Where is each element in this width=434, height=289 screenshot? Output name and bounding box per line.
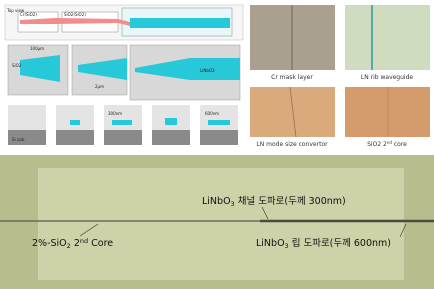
annotation: LiNbO3 채널 도파로(두께 300nm) — [202, 196, 346, 208]
caption: Cr mask layer — [271, 74, 313, 81]
substrate — [56, 130, 94, 145]
core — [208, 120, 230, 125]
caption-sup: nd — [387, 140, 393, 145]
caption: LN mode size convertor — [256, 141, 328, 148]
leader — [399, 223, 407, 238]
taper — [78, 58, 127, 80]
label: 300nm — [108, 111, 122, 116]
leader — [261, 206, 269, 220]
annotation: LiNbO3 립 도파로(두께 600nm) — [256, 237, 391, 250]
annotation-part: LiNbO — [202, 196, 231, 207]
annotation-part: Core — [88, 238, 113, 249]
core — [165, 118, 177, 125]
schematic: Top view Cr(SiO2) SiO2(SiO2) 100µm SiO2 … — [4, 4, 244, 145]
label: Cr(SiO2) — [20, 12, 37, 17]
micrograph — [345, 5, 430, 70]
annotation-sub: 2 — [67, 242, 71, 250]
label: SiO2 — [12, 63, 22, 68]
annotation-part: 립 도파로(두께 600nm) — [289, 237, 391, 249]
cross-sections: Si sub. 300nm 600nm — [8, 105, 238, 145]
substrate — [8, 130, 46, 145]
label: SiO2(SiO2) — [64, 12, 86, 17]
label: 600nm — [205, 111, 219, 116]
substrate — [152, 130, 190, 145]
label: Top view — [6, 8, 25, 13]
label: 100µm — [30, 46, 44, 51]
substrate — [200, 130, 238, 145]
label: LiNbO3 — [200, 68, 215, 73]
core-region — [38, 168, 404, 280]
label: Si sub. — [12, 137, 25, 142]
annotation-sup: nd — [80, 237, 88, 245]
taper — [135, 58, 240, 80]
caption-part: core — [392, 141, 407, 148]
annotation: 2%-SiO2 2nd Core — [32, 237, 113, 250]
line — [289, 86, 297, 138]
core — [112, 120, 132, 125]
taper — [20, 55, 60, 82]
label: 2µm — [95, 84, 104, 89]
micrograph — [250, 87, 335, 137]
annotation-part: 채널 도파로(두께 300nm) — [235, 196, 346, 207]
annotation-part: 2%-SiO — [32, 238, 67, 249]
leader — [79, 223, 99, 237]
caption: LN rib waveguide — [361, 74, 414, 81]
caption: SiO2 2nd core — [367, 140, 407, 148]
annotation-part: 2 — [71, 238, 80, 249]
annotation-sub: 3 — [231, 200, 235, 208]
waveguide — [130, 18, 230, 28]
annotation-sub: 3 — [285, 242, 289, 250]
annotation-part: LiNbO — [256, 238, 285, 249]
core — [70, 120, 80, 125]
substrate — [104, 130, 142, 145]
caption-part: SiO2 2 — [367, 141, 387, 148]
